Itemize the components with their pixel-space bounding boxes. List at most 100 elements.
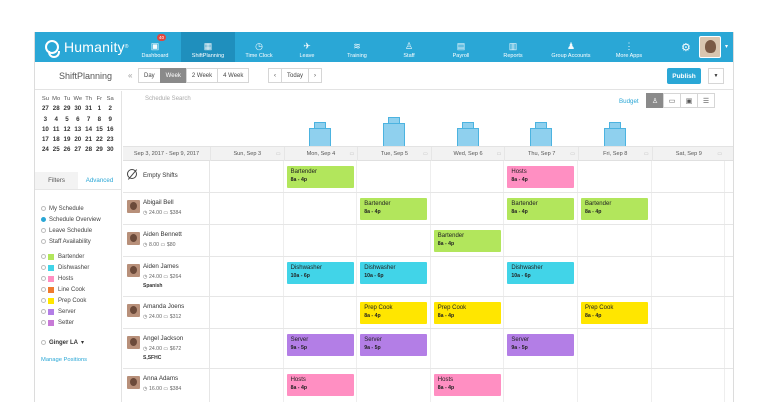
schedule-cell[interactable]: Hosts 8a - 4p xyxy=(504,161,578,192)
schedule-cell[interactable] xyxy=(210,193,284,224)
schedule-cell[interactable]: Bartender 8a - 4p xyxy=(578,193,652,224)
calendar-day[interactable]: 3 xyxy=(43,115,48,123)
schedule-cell[interactable] xyxy=(210,297,284,328)
shift-block[interactable]: Prep Cook 8a - 4p xyxy=(433,302,501,324)
view-4-week-button[interactable]: 4 Week xyxy=(217,68,250,83)
position-filter-bartender[interactable]: Bartender xyxy=(41,251,89,262)
shift-block[interactable]: Bartender 8a - 4p xyxy=(286,166,354,188)
schedule-cell[interactable] xyxy=(578,369,652,402)
employee-name[interactable]: Angel Jackson xyxy=(143,335,184,342)
calendar-day[interactable]: 9 xyxy=(108,115,112,123)
schedule-cell[interactable] xyxy=(210,161,284,192)
employee-cell[interactable]: Empty Shifts xyxy=(123,161,210,192)
schedule-cell[interactable]: Hosts 8a - 4p xyxy=(431,369,505,402)
calendar-day[interactable]: 28 xyxy=(52,105,60,113)
nav-item-payroll[interactable]: ▤ Payroll xyxy=(435,32,487,62)
position-filter-dishwasher[interactable]: Dishwasher xyxy=(41,262,89,273)
schedule-option[interactable]: Staff Availability xyxy=(41,236,101,247)
budget-link[interactable]: Budget xyxy=(619,98,639,105)
publish-options-button[interactable]: ▼ xyxy=(708,68,724,84)
employee-avatar[interactable] xyxy=(127,376,140,389)
schedule-cell[interactable] xyxy=(578,225,652,256)
schedule-cell[interactable]: Server 9a - 5p xyxy=(504,329,578,368)
employee-cell[interactable]: Angel Jackson ◷ 24.00 ▭ $672 S,SFHC xyxy=(123,329,210,368)
schedule-cell[interactable]: Dishwasher 10a - 6p xyxy=(357,257,431,296)
tab-advanced[interactable]: Advanced xyxy=(85,177,114,184)
calendar-day[interactable]: 29 xyxy=(95,146,103,154)
day-options-icon[interactable]: ▭ xyxy=(570,151,575,157)
schedule-cell[interactable] xyxy=(504,225,578,256)
schedule-option[interactable]: Leave Schedule xyxy=(41,225,101,236)
shift-block[interactable]: Hosts 8a - 4p xyxy=(507,166,575,188)
employee-cell[interactable]: Abigail Bell ◷ 24.00 ▭ $384 xyxy=(123,193,210,224)
employee-avatar[interactable] xyxy=(127,304,140,317)
calendar-day[interactable]: 30 xyxy=(74,105,82,113)
day-header[interactable]: Fri, Sep 8 ▭ xyxy=(577,147,652,161)
calendar-day[interactable]: 22 xyxy=(95,136,103,144)
position-checkbox[interactable] xyxy=(41,254,46,259)
manage-positions-link[interactable]: Manage Positions xyxy=(41,357,88,363)
calendar-day[interactable]: 17 xyxy=(41,136,49,144)
employee-avatar[interactable] xyxy=(127,232,140,245)
calendar-day[interactable]: 2 xyxy=(108,105,112,113)
day-header[interactable]: Sun, Sep 3 ▭ xyxy=(210,147,284,161)
radio-button[interactable] xyxy=(41,206,46,211)
employee-avatar[interactable] xyxy=(127,264,140,277)
employee-cell[interactable]: Aiden Bennett ◷ 8.00 ▭ $80 xyxy=(123,225,210,256)
calendar-day[interactable]: 29 xyxy=(63,105,71,113)
shift-block[interactable]: Bartender 8a - 4p xyxy=(433,230,501,252)
collapse-sidebar-button[interactable]: « xyxy=(128,71,133,80)
shift-block[interactable]: Bartender 8a - 4p xyxy=(360,198,428,220)
schedule-cell[interactable] xyxy=(284,225,358,256)
schedule-option[interactable]: Schedule Overview xyxy=(41,214,101,225)
shift-block[interactable]: Hosts 8a - 4p xyxy=(433,374,501,396)
list-view-icon[interactable]: ☰ xyxy=(697,93,715,108)
view-day-button[interactable]: Day xyxy=(138,68,161,83)
employee-cell[interactable]: Aiden James ◷ 24.00 ▭ $264 Spanish xyxy=(123,257,210,296)
calendar-day[interactable]: 14 xyxy=(85,125,93,133)
location-selector[interactable]: Ginger LA ▾ xyxy=(41,339,84,346)
position-filter-server[interactable]: Server xyxy=(41,306,89,317)
shift-block[interactable]: Hosts 8a - 4p xyxy=(286,374,354,396)
shift-block[interactable]: Server 9a - 5p xyxy=(507,334,575,356)
radio-button[interactable] xyxy=(41,239,46,244)
schedule-cell[interactable]: Bartender 8a - 4p xyxy=(284,161,358,192)
schedule-cell[interactable] xyxy=(284,193,358,224)
schedule-cell[interactable] xyxy=(652,297,726,328)
radio-button[interactable] xyxy=(41,217,46,222)
schedule-cell[interactable] xyxy=(210,257,284,296)
view-2-week-button[interactable]: 2 Week xyxy=(185,68,219,83)
nav-item-shiftplanning[interactable]: ▦ ShiftPlanning xyxy=(181,32,235,62)
calendar-day[interactable]: 27 xyxy=(74,146,82,154)
schedule-cell[interactable]: Prep Cook 8a - 4p xyxy=(578,297,652,328)
schedule-cell[interactable] xyxy=(652,369,726,402)
schedule-cell[interactable]: Server 9a - 5p xyxy=(284,329,358,368)
employee-name[interactable]: Aiden James xyxy=(143,263,179,270)
position-checkbox[interactable] xyxy=(41,309,46,314)
schedule-cell[interactable] xyxy=(357,161,431,192)
schedule-cell[interactable] xyxy=(284,297,358,328)
schedule-cell[interactable] xyxy=(652,257,726,296)
calendar-day[interactable]: 7 xyxy=(86,115,91,123)
calendar-day[interactable]: 19 xyxy=(63,136,71,144)
day-header[interactable]: Sat, Sep 9 ▭ xyxy=(651,147,726,161)
calendar-day[interactable]: 25 xyxy=(52,146,60,154)
calendar-day[interactable]: 24 xyxy=(41,146,49,154)
schedule-cell[interactable] xyxy=(652,161,726,192)
schedule-cell[interactable] xyxy=(210,329,284,368)
employee-avatar[interactable] xyxy=(127,200,140,213)
position-filter-line-cook[interactable]: Line Cook xyxy=(41,284,89,295)
day-header[interactable]: Wed, Sep 6 ▭ xyxy=(430,147,505,161)
schedule-cell[interactable] xyxy=(504,297,578,328)
position-checkbox[interactable] xyxy=(41,276,46,281)
shift-block[interactable]: Bartender 8a - 4p xyxy=(507,198,575,220)
position-checkbox[interactable] xyxy=(41,265,46,270)
logo[interactable]: Humanity ® xyxy=(45,38,128,58)
schedule-cell[interactable]: Bartender 8a - 4p xyxy=(357,193,431,224)
employee-cell[interactable]: Anna Adams ◷ 16.00 ▭ $384 xyxy=(123,369,210,402)
schedule-cell[interactable] xyxy=(504,369,578,402)
nav-item-reports[interactable]: ▥ Reports xyxy=(487,32,539,62)
publish-button[interactable]: Publish xyxy=(667,68,701,84)
shift-block[interactable]: Server 9a - 5p xyxy=(360,334,428,356)
nav-item-leave[interactable]: ✈ Leave xyxy=(283,32,331,62)
